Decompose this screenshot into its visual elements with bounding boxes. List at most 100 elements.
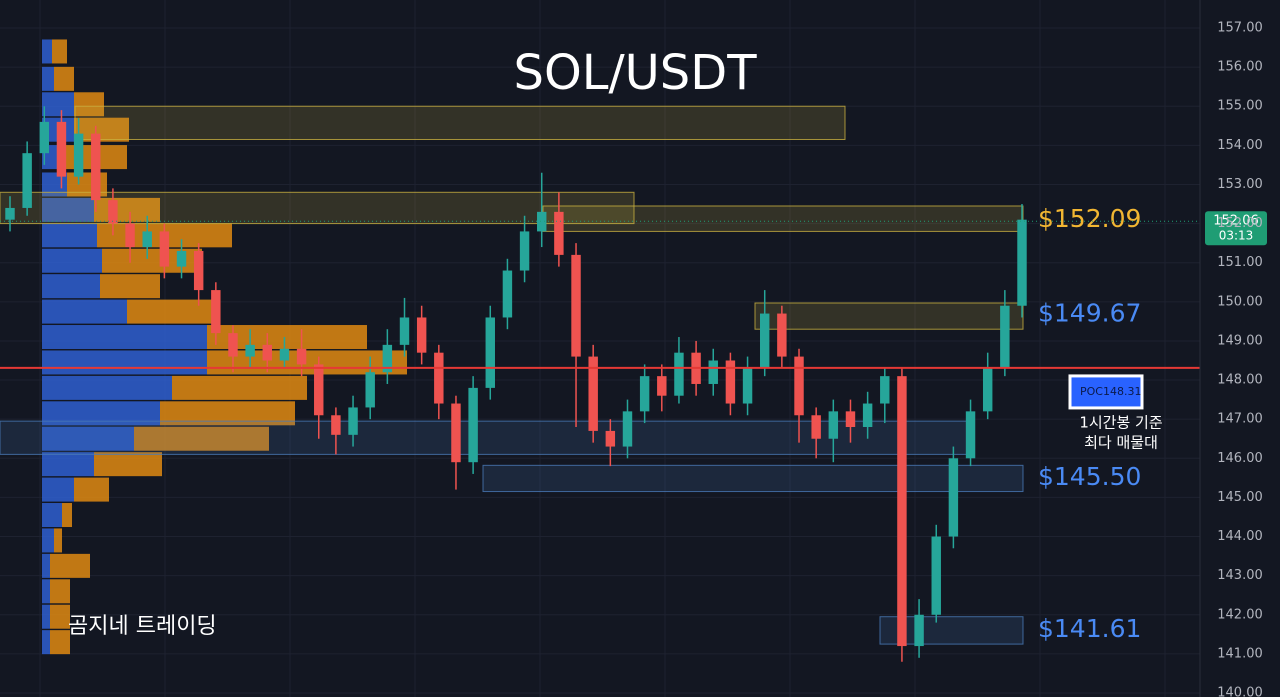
candle-body <box>708 360 718 384</box>
candle-body <box>434 352 444 404</box>
candle-body <box>1000 305 1010 369</box>
candle-body <box>279 348 290 361</box>
profile-bar <box>94 452 162 477</box>
y-tick-label: 154.00 <box>1217 138 1263 153</box>
profile-bar <box>74 92 104 117</box>
zone <box>482 464 1024 493</box>
poc-box <box>1068 374 1144 410</box>
profile-bar <box>42 274 100 299</box>
profile-bar <box>42 553 50 578</box>
candle-body <box>211 290 221 334</box>
zone <box>754 302 1024 330</box>
y-tick-label: 146.00 <box>1217 451 1263 466</box>
candle-body <box>931 536 941 615</box>
candle-body <box>639 376 650 412</box>
candle-body <box>1017 219 1027 306</box>
profile-bar <box>42 604 50 629</box>
level-label: $145.50 <box>1038 462 1141 491</box>
profile-bar <box>42 223 97 248</box>
countdown: 03:13 <box>1219 229 1254 243</box>
y-tick-label: 144.00 <box>1217 529 1263 544</box>
profile-bar <box>42 426 134 451</box>
zone <box>74 105 846 140</box>
watermark: 곰지네 트레이딩 <box>68 614 217 639</box>
candle-body <box>828 411 839 439</box>
candle-body <box>485 317 495 388</box>
zone <box>542 205 1024 232</box>
candle-body <box>622 411 633 447</box>
poc-note: 최다 매물대 <box>1084 433 1158 451</box>
candle-body <box>519 231 530 271</box>
zone <box>0 420 971 455</box>
candle-body <box>176 250 187 267</box>
profile-bar <box>54 528 62 553</box>
candle-body <box>142 231 152 248</box>
candle-body <box>914 614 924 647</box>
last-price: 152.06 <box>1213 214 1259 229</box>
chart-title: SOL/USDT <box>513 45 757 101</box>
profile-bar <box>42 299 127 324</box>
candle-body <box>296 348 307 365</box>
y-tick-label: 155.00 <box>1217 99 1263 114</box>
profile-bar <box>42 452 94 477</box>
candle-body <box>245 344 255 357</box>
y-tick-label: 147.00 <box>1217 412 1263 427</box>
candle-body <box>262 344 273 361</box>
candle-body <box>862 403 873 427</box>
profile-bar <box>127 299 212 324</box>
level-label: $152.09 <box>1038 204 1141 233</box>
candle-body <box>365 372 375 408</box>
poc-note: 1시간봉 기준 <box>1079 413 1163 431</box>
zone <box>0 191 635 225</box>
profile-bar <box>42 630 50 655</box>
profile-bar <box>42 325 207 350</box>
level-label: $149.67 <box>1038 299 1141 328</box>
candle-body <box>399 317 410 345</box>
profile-bar <box>42 248 102 273</box>
candle-body <box>159 231 170 267</box>
candle-body <box>759 313 770 369</box>
profile-bar <box>100 274 160 299</box>
y-tick-label: 150.00 <box>1217 294 1263 309</box>
candle-body <box>897 376 907 647</box>
profile-bar <box>42 39 52 64</box>
profile-bar <box>52 39 67 64</box>
profile-bar <box>42 66 54 91</box>
y-tick-label: 141.00 <box>1217 646 1263 661</box>
candle-body <box>193 250 204 291</box>
profile-bar <box>74 477 109 502</box>
candle-body <box>502 270 513 318</box>
candle-body <box>228 333 238 357</box>
candle-body <box>605 430 616 447</box>
candle-body <box>22 153 32 208</box>
profile-bar <box>50 579 70 604</box>
y-tick-label: 151.00 <box>1217 255 1263 270</box>
candle-body <box>468 387 478 463</box>
candle-body <box>571 254 581 357</box>
profile-bar <box>42 375 172 400</box>
y-tick-label: 157.00 <box>1217 21 1263 36</box>
candle-body <box>331 415 341 435</box>
candle-body <box>965 411 976 459</box>
candle-body <box>982 368 993 412</box>
profile-bar <box>94 197 160 222</box>
profile-bar <box>50 604 70 629</box>
profile-bar <box>42 350 207 375</box>
candle-body <box>742 368 753 404</box>
candle-body <box>811 415 821 439</box>
candle-body <box>39 121 50 154</box>
profile-bar <box>134 426 269 451</box>
candle-body <box>56 121 67 177</box>
candle-body <box>73 133 84 177</box>
y-tick-label: 153.00 <box>1217 177 1263 192</box>
profile-bar <box>42 92 74 117</box>
profile-bar <box>54 66 74 91</box>
profile-bar <box>102 248 202 273</box>
candle-body <box>125 223 135 248</box>
y-tick-label: 143.00 <box>1217 568 1263 583</box>
y-tick-label: 140.00 <box>1217 686 1263 697</box>
candle-body <box>314 364 324 416</box>
last-price-tag <box>1205 211 1267 246</box>
candle-body <box>348 407 358 435</box>
